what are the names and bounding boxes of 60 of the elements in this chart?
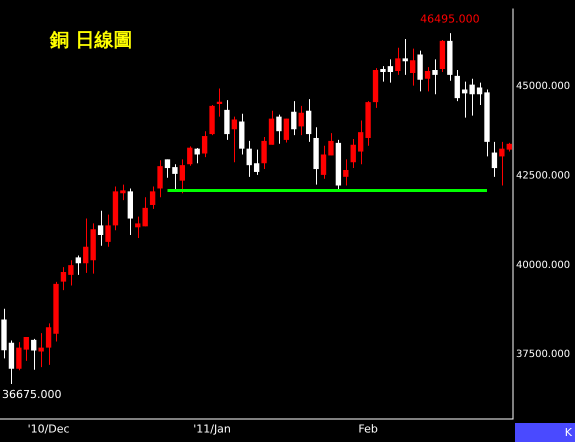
annotation: 36675.000 — [2, 388, 62, 402]
candlestick — [157, 160, 163, 198]
candlestick — [172, 164, 178, 190]
candlestick — [469, 78, 475, 116]
y-tick-label: 37500.000 — [516, 349, 570, 360]
candlestick — [246, 140, 252, 178]
x-tick-label: '10/Dec — [28, 422, 70, 436]
candlestick — [276, 114, 282, 144]
annotation: 46495.000 — [420, 12, 480, 26]
candlestick — [202, 130, 208, 158]
candlestick — [76, 254, 81, 276]
y-tick-label: 42500.000 — [516, 170, 570, 182]
candlestick — [31, 338, 36, 370]
candlestick — [24, 336, 29, 362]
candlestick — [388, 58, 394, 84]
candlestick — [142, 196, 148, 227]
y-tick-label: 45000.000 — [516, 81, 570, 92]
candlestick — [164, 158, 170, 178]
y-tick-label: 40000.000 — [516, 260, 570, 271]
candlestick — [424, 66, 430, 92]
candlestick — [284, 118, 290, 144]
candlestick — [83, 218, 88, 274]
candlestick — [254, 149, 260, 176]
candlestick — [492, 141, 498, 178]
candlestick — [135, 216, 140, 238]
candlestick — [261, 136, 267, 170]
candlestick — [187, 146, 192, 166]
candlestick — [432, 58, 438, 95]
candlestick — [343, 158, 348, 186]
text: K — [515, 423, 575, 442]
candlestick — [291, 100, 296, 136]
x-tick-label: Feb — [358, 422, 378, 436]
candlestick — [68, 260, 74, 286]
candlestick — [105, 214, 111, 248]
candlestick — [476, 82, 482, 106]
candlestick — [120, 184, 126, 201]
candlestick — [98, 210, 104, 246]
candlestick — [454, 70, 460, 102]
candlestick — [16, 342, 22, 371]
candlestick — [380, 66, 386, 82]
candlestick — [46, 322, 52, 366]
candlestick — [60, 266, 66, 291]
candlestick — [306, 98, 312, 142]
candlestick — [328, 132, 334, 156]
candlestick — [180, 158, 186, 194]
candlestick — [350, 138, 356, 169]
candlestick — [150, 186, 156, 210]
text: 銅 日線圖 — [49, 29, 133, 51]
candlestick — [499, 141, 505, 186]
candlestick — [462, 81, 468, 118]
candlestick — [38, 332, 44, 368]
candlestick — [298, 105, 304, 136]
candlestick — [194, 147, 200, 164]
candlestick — [232, 116, 238, 163]
candlestick — [395, 47, 400, 76]
candlestick — [410, 48, 416, 86]
candlestick — [358, 120, 364, 165]
x-tick-label: '11/Jan — [193, 422, 231, 436]
candlestick — [320, 145, 326, 180]
candlestick — [402, 38, 408, 76]
